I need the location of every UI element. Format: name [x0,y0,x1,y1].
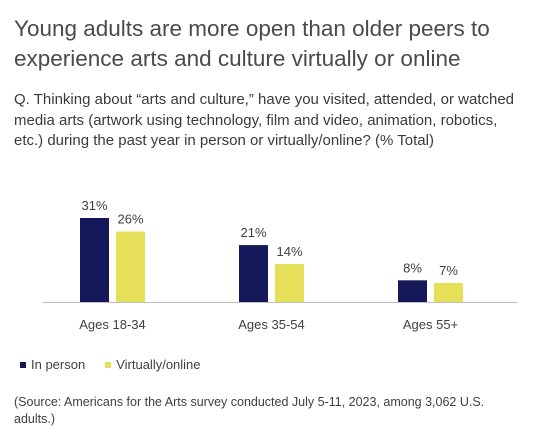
category-label-ages-18-34: Ages 18-34 [79,317,146,332]
value-label-in-person-ages-55: 8% [403,260,422,275]
value-label-in-person-ages-35-54: 21% [240,225,266,240]
legend-item-in-person: In person [20,357,85,372]
value-label-virtually-online-ages-55: 7% [439,263,458,278]
legend-swatch-virtual [105,361,112,368]
bar-in-person-ages-55 [398,280,427,302]
value-label-virtually-online-ages-18-34: 26% [117,212,143,227]
bar-in-person-ages-18-34 [80,217,109,302]
chart-title: Young adults are more open than older pe… [14,16,490,71]
bars-layer [80,217,463,302]
legend: In person Virtually/online [20,357,221,372]
category-label-ages-55: Ages 55+ [403,317,458,332]
legend-label-in-person: In person [31,357,86,372]
survey-question: Q. Thinking about “arts and culture,” ha… [14,91,515,149]
legend-item-virtual: Virtually/online [105,357,201,372]
bar-chart: 31% 26% Ages 18-34 21% 14% Ages 35-54 8% 7% Ages… [42,198,518,332]
legend-swatch-in-person [20,361,26,368]
bar-in-person-ages-35-54 [239,245,268,302]
bar-virtually-online-ages-35-54 [275,264,304,302]
legend-label-virtual: Virtually/online [116,357,201,372]
bar-virtually-online-ages-55 [434,283,463,302]
source-note: (Source: Americans for the Arts survey c… [14,395,485,426]
value-label-virtually-online-ages-35-54: 14% [276,244,302,259]
bar-virtually-online-ages-18-34 [116,231,145,302]
value-label-in-person-ages-18-34: 31% [81,198,107,213]
labels-layer: 31% 26% Ages 18-34 21% 14% Ages 35-54 8% 7% Ages… [79,198,458,332]
category-label-ages-35-54: Ages 35-54 [238,317,305,332]
